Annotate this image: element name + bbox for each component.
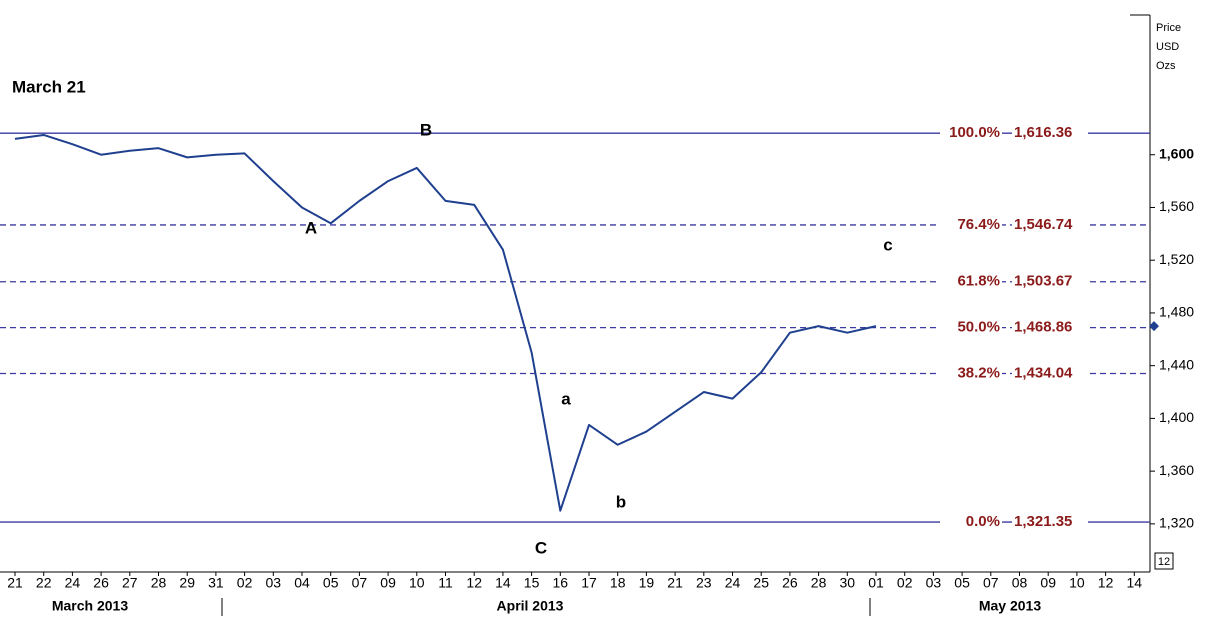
x-tick-label: 11 <box>438 575 453 591</box>
last-value-marker <box>1149 321 1159 332</box>
x-tick-label: 27 <box>122 575 138 591</box>
level-label-bg <box>940 216 1002 233</box>
corner-box <box>1154 552 1174 570</box>
y-tick-label: 1,480 <box>1159 304 1194 320</box>
x-tick-label: 18 <box>610 575 626 591</box>
level-value: 1,434.04 <box>1014 364 1073 381</box>
x-tick-label: 09 <box>1040 575 1056 591</box>
x-tick-label: 07 <box>983 575 999 591</box>
x-tick-label: 21 <box>667 575 683 591</box>
level-label-bg <box>940 273 1002 290</box>
level-value: 1,616.36 <box>1014 124 1072 141</box>
y-tick-label: 1,360 <box>1159 462 1194 478</box>
annotation: a <box>561 389 571 408</box>
level-value: 1,468.86 <box>1014 319 1072 336</box>
y-tick-label: 1,600 <box>1159 145 1194 161</box>
x-tick-label: 28 <box>151 575 167 591</box>
x-tick-label: 22 <box>36 575 52 591</box>
level-label-bg <box>1012 514 1088 531</box>
y-tick-label: 1,440 <box>1159 356 1194 372</box>
level-value: 1,546.74 <box>1014 216 1073 233</box>
x-tick-label: 25 <box>753 575 769 591</box>
x-tick-label: 14 <box>1127 575 1143 591</box>
level-label-bg <box>1012 319 1088 336</box>
y-tick-label: 1,320 <box>1159 515 1194 531</box>
x-tick-label: 08 <box>1012 575 1028 591</box>
level-label: 38.2% <box>957 364 1000 381</box>
x-tick-label: 03 <box>926 575 942 591</box>
level-label-bg <box>940 319 1002 336</box>
x-tick-label: 05 <box>323 575 339 591</box>
x-tick-label: 24 <box>65 575 81 591</box>
level-label: 100.0% <box>949 124 1000 141</box>
y-axis-label: Ozs <box>1156 60 1176 72</box>
x-tick-label: 10 <box>1069 575 1085 591</box>
level-label-bg <box>1012 125 1088 142</box>
month-label: April 2013 <box>497 598 564 614</box>
x-tick-label: 05 <box>954 575 970 591</box>
level-value: 1,503.67 <box>1014 273 1072 290</box>
annotation: March 21 <box>12 77 86 96</box>
x-tick-label: 19 <box>639 575 655 591</box>
x-tick-label: 02 <box>237 575 253 591</box>
x-tick-label: 15 <box>524 575 540 591</box>
x-tick-label: 28 <box>811 575 827 591</box>
x-tick-label: 09 <box>380 575 396 591</box>
level-label-bg <box>940 125 1002 142</box>
x-tick-label: 10 <box>409 575 425 591</box>
level-label: 50.0% <box>957 319 1000 336</box>
x-tick-label: 21 <box>7 575 23 591</box>
x-tick-label: 31 <box>208 575 224 591</box>
level-label-bg <box>1012 273 1088 290</box>
annotation: B <box>420 120 432 139</box>
x-tick-label: 03 <box>266 575 282 591</box>
y-axis-label: USD <box>1156 41 1179 53</box>
y-axis-label: Price <box>1156 22 1181 34</box>
x-tick-label: 16 <box>553 575 569 591</box>
x-tick-label: 26 <box>782 575 798 591</box>
x-tick-label: 17 <box>581 575 597 591</box>
level-label-bg <box>1012 365 1088 382</box>
level-value: 1,321.35 <box>1014 513 1072 530</box>
x-tick-label: 26 <box>93 575 109 591</box>
x-tick-label: 01 <box>868 575 884 591</box>
x-tick-label: 29 <box>179 575 195 591</box>
y-tick-label: 1,560 <box>1159 198 1194 214</box>
level-label: 61.8% <box>957 273 1000 290</box>
x-tick-label: 07 <box>352 575 368 591</box>
level-label: 0.0% <box>966 513 1000 530</box>
x-tick-label: 24 <box>725 575 741 591</box>
corner-box-label: 12 <box>1158 556 1170 568</box>
y-tick-label: 1,520 <box>1159 251 1194 267</box>
level-label: 76.4% <box>957 216 1000 233</box>
x-tick-label: 12 <box>466 575 482 591</box>
level-label-bg <box>940 514 1002 531</box>
month-label: May 2013 <box>979 598 1041 614</box>
x-tick-label: 12 <box>1098 575 1114 591</box>
month-label: March 2013 <box>52 598 128 614</box>
x-tick-label: 04 <box>294 575 310 591</box>
price-line <box>14 133 877 512</box>
x-tick-label: 23 <box>696 575 712 591</box>
annotation: C <box>535 538 547 557</box>
x-tick-label: 30 <box>840 575 856 591</box>
annotation: c <box>883 235 892 254</box>
level-label-bg <box>940 365 1002 382</box>
level-label-bg <box>1012 216 1088 233</box>
annotation: A <box>305 218 317 237</box>
x-tick-label: 14 <box>495 575 511 591</box>
x-tick-label: 02 <box>897 575 913 591</box>
annotation: b <box>616 492 626 511</box>
y-tick-label: 1,400 <box>1159 409 1194 425</box>
